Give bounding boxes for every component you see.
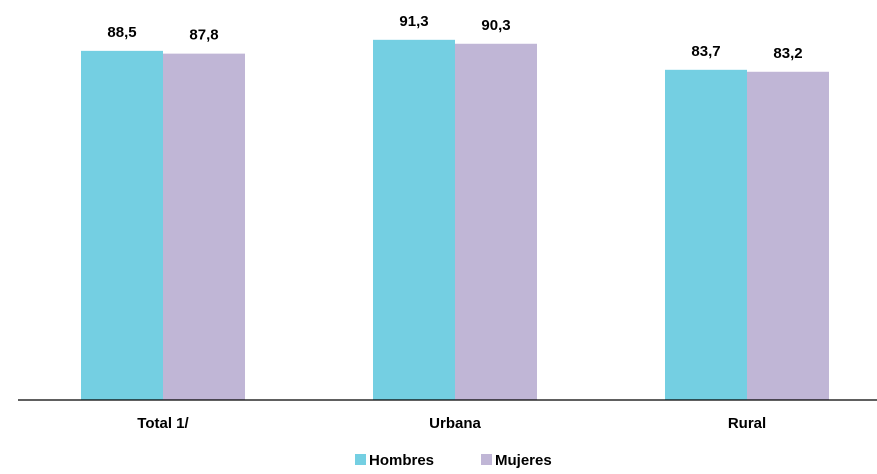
bar-mujeres-2 <box>455 43 537 400</box>
legend: Hombres Mujeres <box>355 452 552 469</box>
legend-swatch-mujeres <box>481 454 492 465</box>
bar-mujeres-3 <box>747 71 829 400</box>
value-label-hombres-2: 91,3 <box>399 13 428 30</box>
bar-hombres-1 <box>81 50 163 401</box>
value-label-mujeres-3: 83,2 <box>773 45 802 62</box>
category-label-3: Rural <box>728 415 766 432</box>
bar-hombres-2 <box>373 39 455 400</box>
value-label-mujeres-2: 90,3 <box>481 17 510 34</box>
bars-layer <box>81 39 829 401</box>
category-labels-layer: Total 1/Urbana Rural <box>137 415 766 432</box>
category-label-1: Total 1/ <box>137 415 189 432</box>
value-label-hombres-3: 83,7 <box>691 43 720 60</box>
legend-swatch-hombres <box>355 454 366 465</box>
value-labels-layer: 88,5 87,8 91,3 90,3 83,7 83,2 <box>107 13 802 62</box>
category-label-2: Urbana <box>429 415 481 432</box>
bar-hombres-3 <box>665 69 747 400</box>
value-label-mujeres-1: 87,8 <box>189 27 218 44</box>
legend-label-hombres: Hombres <box>369 452 434 469</box>
value-label-hombres-1: 88,5 <box>107 24 136 41</box>
legend-label-mujeres: Mujeres <box>495 452 552 469</box>
bar-mujeres-1 <box>163 53 245 401</box>
